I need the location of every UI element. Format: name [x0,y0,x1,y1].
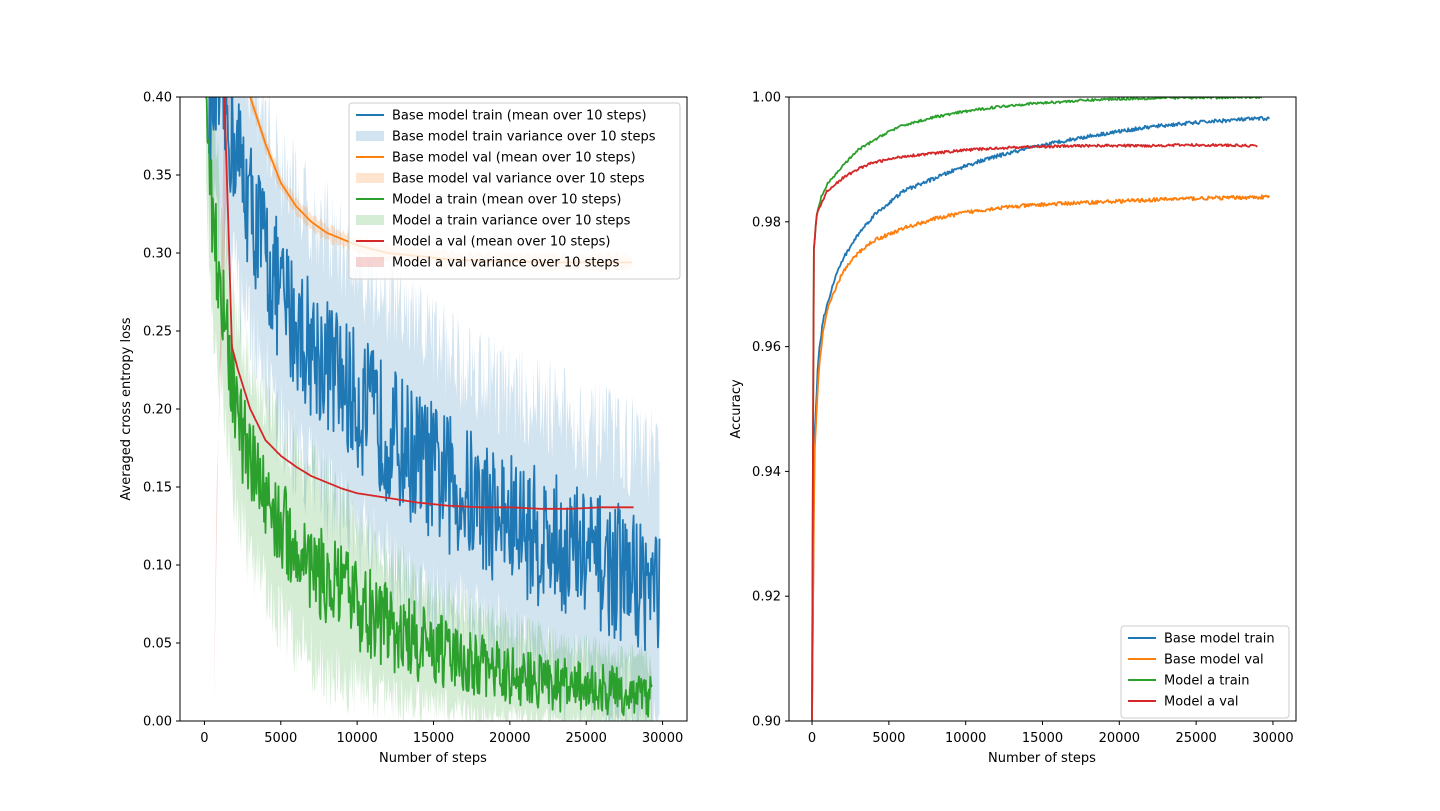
y-tick-label: 0.92 [752,590,781,605]
x-tick-label: 30000 [1252,731,1293,746]
legend-label: Base model val [1164,653,1264,668]
base-train-line [208,97,661,652]
legend-label: Base model train (mean over 10 steps) [392,109,647,124]
legend-band-swatch [356,257,384,267]
x-tick-label: 5000 [872,731,905,746]
model-a-train-line [205,97,653,718]
x-tick-label: 20000 [489,731,530,746]
legend-label: Model a val (mean over 10 steps) [392,235,611,250]
legend-box [1120,625,1290,719]
loss-y-axis-label: Averaged cross entropy loss [119,317,134,500]
y-tick-label: 0.35 [143,169,172,184]
legend-band-swatch [356,173,384,183]
accuracy-x-axis-label: Number of steps [988,751,1096,766]
legend-band-swatch [356,215,384,225]
loss-legend: Base model train (mean over 10 steps) Bas… [348,102,681,280]
x-tick-label: 30000 [642,731,683,746]
x-tick-label: 20000 [1099,731,1140,746]
x-tick-label: 15000 [413,731,454,746]
y-tick-label: 0.15 [143,481,172,496]
legend-label: Model a train variance over 10 steps [392,214,631,229]
legend-band-swatch [356,131,384,141]
legend-box [348,102,681,280]
y-tick-label: 0.90 [752,715,781,730]
loss-x-ticks: 0 5000 10000 15000 20000 25000 30000 [200,721,683,746]
y-tick-label: 0.00 [143,715,172,730]
y-tick-label: 0.10 [143,559,172,574]
base-val-line [811,194,1271,721]
legend-label: Model a val [1164,695,1239,710]
x-tick-label: 0 [200,731,208,746]
accuracy-chart: 0 5000 10000 15000 20000 25000 30000 0.900.920… [729,91,1297,766]
y-tick-label: 0.20 [143,403,172,418]
legend-label: Base model train [1164,632,1275,647]
legend-label: Model a val variance over 10 steps [392,256,620,271]
y-tick-label: 0.40 [143,91,172,106]
y-tick-label: 1.00 [752,91,781,106]
x-tick-label: 10000 [336,731,377,746]
x-tick-label: 0 [808,731,816,746]
loss-y-ticks: 0.00 0.05 0.10 0.15 0.20 0.25 0.30 0.35 0.40 [143,91,180,730]
accuracy-x-ticks: 0 5000 10000 15000 20000 25000 30000 [808,721,1294,746]
y-tick-label: 0.96 [752,340,781,355]
y-tick-label: 0.05 [143,637,172,652]
model-a-val-line [811,143,1258,721]
x-tick-label: 25000 [566,731,607,746]
x-tick-label: 15000 [1022,731,1063,746]
model-a-val-line [223,97,634,510]
x-tick-label: 10000 [945,731,986,746]
accuracy-y-ticks: 0.90 0.92 0.94 0.96 0.98 1.00 [752,91,789,730]
legend-label: Base model train variance over 10 steps [392,130,656,145]
base-train-variance-band [209,97,660,721]
loss-chart: 0 5000 10000 15000 20000 25000 30000 0.000.050… [119,91,688,766]
loss-x-axis-label: Number of steps [379,751,487,766]
accuracy-legend: Base model train Base model val Model a tr… [1120,625,1290,719]
legend-label: Model a train (mean over 10 steps) [392,193,622,208]
y-tick-label: 0.98 [752,215,781,230]
y-tick-label: 0.25 [143,325,172,340]
y-tick-label: 0.94 [752,465,781,480]
x-tick-label: 25000 [1175,731,1216,746]
legend-label: Base model val (mean over 10 steps) [392,151,636,166]
x-tick-label: 5000 [264,731,297,746]
accuracy-y-axis-label: Accuracy [729,379,744,439]
y-tick-label: 0.30 [143,247,172,262]
legend-label: Model a train [1164,674,1250,689]
legend-label: Base model val variance over 10 steps [392,172,645,187]
